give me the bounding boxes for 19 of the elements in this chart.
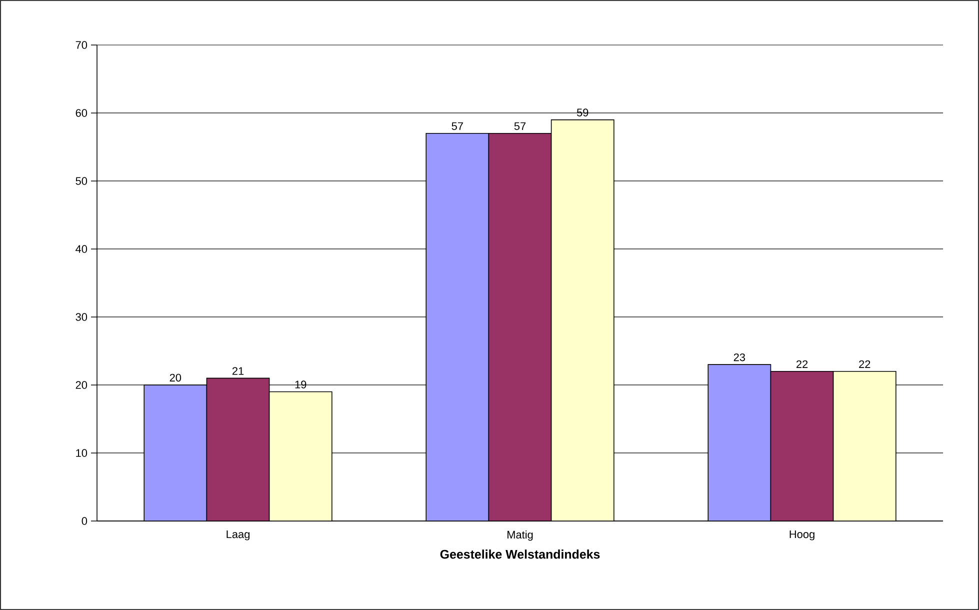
y-tick-label: 50	[76, 177, 88, 185]
data-label: 20	[170, 374, 182, 382]
data-label: 57	[514, 122, 526, 130]
data-label: 22	[859, 360, 870, 368]
y-tick-label: 40	[76, 245, 88, 253]
data-label: 57	[452, 122, 463, 130]
y-tick-label: 10	[76, 449, 88, 457]
data-label: 21	[232, 367, 244, 375]
y-tick-label: 0	[82, 517, 88, 525]
y-tick-label: 30	[76, 313, 88, 321]
x-axis-title: Geestelike Welstandindeks	[440, 550, 600, 559]
y-tick-label: 20	[76, 381, 88, 389]
y-tick-label: 70	[76, 41, 88, 49]
x-tick-label: Matig	[508, 530, 533, 541]
data-label: 22	[796, 360, 808, 368]
y-tick-label: 60	[76, 109, 88, 117]
data-label: 23	[734, 353, 746, 362]
x-tick-label: Hoog	[790, 530, 814, 540]
x-tick-label: Laag	[226, 530, 250, 540]
